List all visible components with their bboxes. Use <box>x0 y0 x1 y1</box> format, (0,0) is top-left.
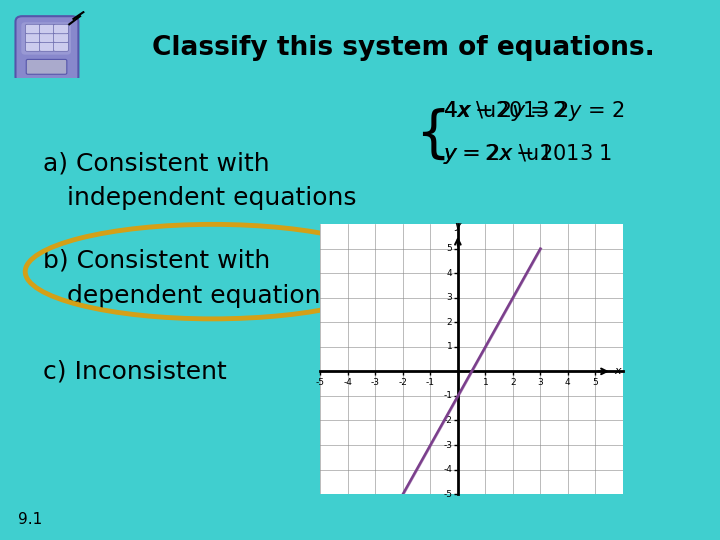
Text: 4$x$ \u2013 2$y$ = 2: 4$x$ \u2013 2$y$ = 2 <box>443 99 625 123</box>
Text: 5: 5 <box>593 377 598 387</box>
Text: c) Inconsistent: c) Inconsistent <box>43 359 227 383</box>
Text: -5: -5 <box>444 490 452 498</box>
FancyBboxPatch shape <box>40 42 55 51</box>
FancyBboxPatch shape <box>16 16 78 82</box>
Text: 4: 4 <box>565 377 571 387</box>
Text: b) Consistent with: b) Consistent with <box>43 248 271 272</box>
Text: a) Consistent with: a) Consistent with <box>43 151 270 175</box>
Text: dependent equations: dependent equations <box>43 284 334 307</box>
Text: -4: -4 <box>343 377 352 387</box>
Text: 3: 3 <box>446 293 452 302</box>
FancyBboxPatch shape <box>40 33 55 43</box>
Text: 1: 1 <box>446 342 452 352</box>
Text: $y = 2x - 1$: $y = 2x - 1$ <box>443 142 553 166</box>
Text: y: y <box>454 221 462 232</box>
FancyBboxPatch shape <box>25 24 40 33</box>
Text: x: x <box>615 366 621 376</box>
Text: Classify this system of equations.: Classify this system of equations. <box>152 35 654 61</box>
Text: independent equations: independent equations <box>43 186 356 210</box>
Text: 4: 4 <box>446 269 452 278</box>
Text: $\{$: $\{$ <box>415 106 445 161</box>
Text: -4: -4 <box>444 465 452 474</box>
Text: 5: 5 <box>446 244 452 253</box>
FancyBboxPatch shape <box>40 24 55 33</box>
FancyBboxPatch shape <box>25 42 40 51</box>
FancyBboxPatch shape <box>26 59 67 74</box>
Text: -3: -3 <box>444 441 452 449</box>
FancyBboxPatch shape <box>53 24 68 33</box>
Text: -1: -1 <box>426 377 435 387</box>
Text: -5: -5 <box>316 377 325 387</box>
FancyBboxPatch shape <box>22 22 71 55</box>
FancyBboxPatch shape <box>53 42 68 51</box>
Text: 3: 3 <box>537 377 543 387</box>
Text: -3: -3 <box>371 377 380 387</box>
Text: 1: 1 <box>482 377 488 387</box>
Text: -2: -2 <box>398 377 408 387</box>
Text: -1: -1 <box>444 392 452 401</box>
Text: $y$ = 2$x$ \u2013 1: $y$ = 2$x$ \u2013 1 <box>443 142 612 166</box>
Text: -2: -2 <box>444 416 452 425</box>
Text: $4x - 2y = 2$: $4x - 2y = 2$ <box>443 99 566 123</box>
Text: 9.1: 9.1 <box>18 511 42 526</box>
Text: 2: 2 <box>510 377 516 387</box>
FancyBboxPatch shape <box>25 33 40 43</box>
FancyBboxPatch shape <box>53 33 68 43</box>
Text: 2: 2 <box>446 318 452 327</box>
